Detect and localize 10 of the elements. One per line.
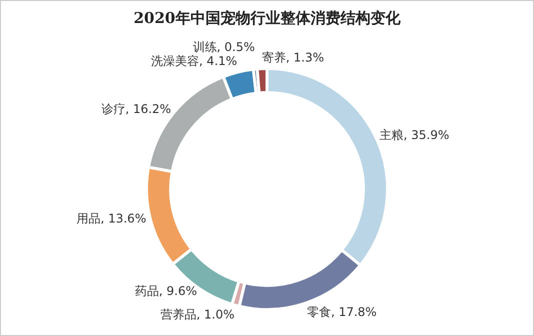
slice-label: 零食, 17.8%	[306, 305, 377, 320]
slice-label: 用品, 13.6%	[76, 211, 146, 226]
slice-label: 主粮, 35.9%	[379, 128, 450, 142]
slice-label: 洗澡美容, 4.1%	[151, 54, 238, 68]
slice-label: 寄养, 1.3%	[262, 50, 324, 65]
chart-title: 2020年中国宠物行业整体消费结构变化	[132, 9, 402, 28]
slice-label: 训练, 0.5%	[192, 40, 255, 54]
slice-label: 药品, 9.6%	[134, 284, 198, 298]
slice-label: 营养品, 1.0%	[160, 307, 235, 322]
slice-label: 诊疗, 16.2%	[101, 102, 172, 116]
